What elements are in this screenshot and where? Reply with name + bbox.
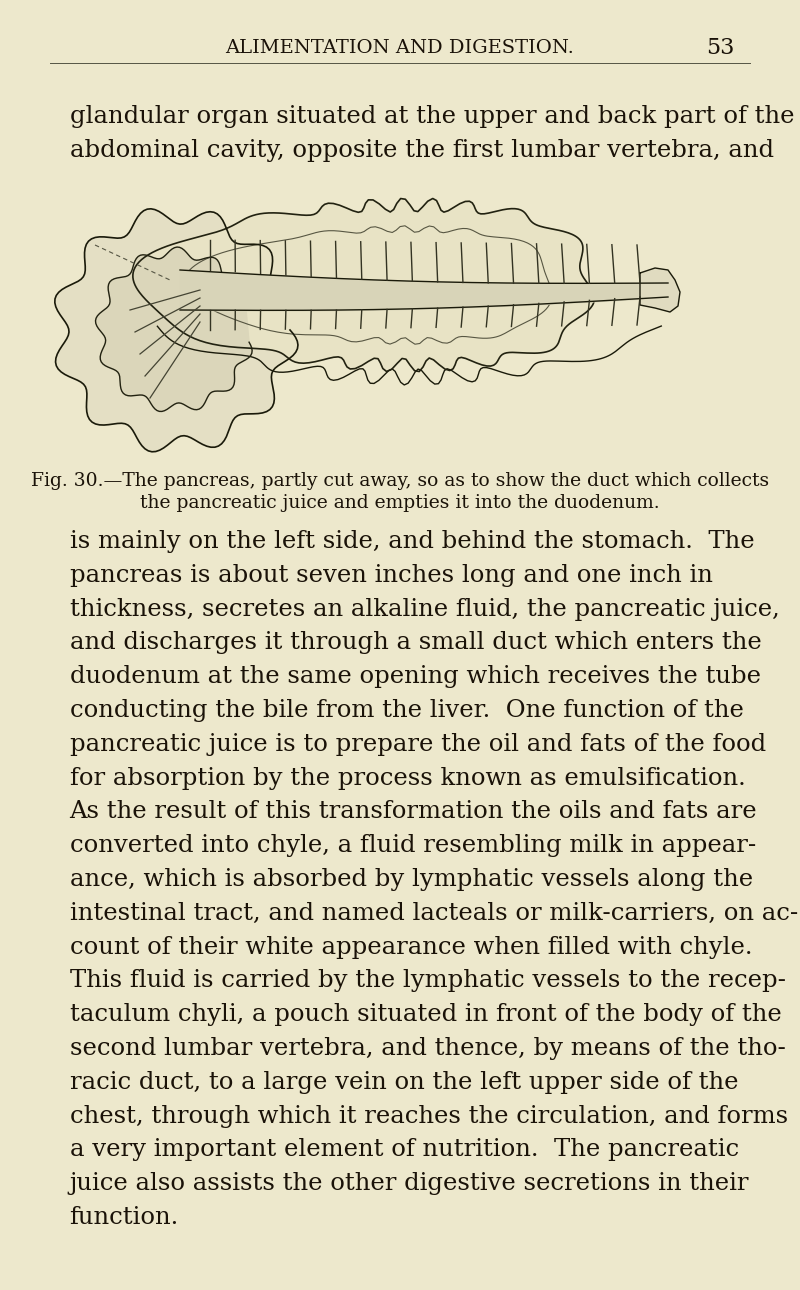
Polygon shape: [133, 199, 594, 372]
Text: racic duct, to a large vein on the left upper side of the: racic duct, to a large vein on the left …: [70, 1071, 738, 1094]
Text: ALIMENTATION AND DIGESTION.: ALIMENTATION AND DIGESTION.: [226, 39, 574, 57]
Text: second lumbar vertebra, and thence, by means of the tho-: second lumbar vertebra, and thence, by m…: [70, 1037, 786, 1060]
Text: Fig. 30.—The pancreas, partly cut away, so as to show the duct which collects: Fig. 30.—The pancreas, partly cut away, …: [31, 472, 769, 490]
Text: ance, which is absorbed by lymphatic vessels along the: ance, which is absorbed by lymphatic ves…: [70, 868, 753, 891]
Text: pancreatic juice is to prepare the oil and fats of the food: pancreatic juice is to prepare the oil a…: [70, 733, 766, 756]
Text: intestinal tract, and named lacteals or milk-carriers, on ac-: intestinal tract, and named lacteals or …: [70, 902, 798, 925]
Text: a very important element of nutrition.  The pancreatic: a very important element of nutrition. T…: [70, 1138, 738, 1161]
Text: duodenum at the same opening which receives the tube: duodenum at the same opening which recei…: [70, 666, 761, 688]
Text: and discharges it through a small duct which enters the: and discharges it through a small duct w…: [70, 631, 762, 654]
Polygon shape: [640, 268, 680, 312]
Text: As the result of this transformation the oils and fats are: As the result of this transformation the…: [70, 800, 758, 823]
Text: 53: 53: [706, 37, 734, 59]
Text: for absorption by the process known as emulsification.: for absorption by the process known as e…: [70, 766, 746, 789]
Text: pancreas is about seven inches long and one inch in: pancreas is about seven inches long and …: [70, 564, 713, 587]
Text: function.: function.: [70, 1206, 179, 1229]
Text: count of their white appearance when filled with chyle.: count of their white appearance when fil…: [70, 935, 752, 958]
Text: This fluid is carried by the lymphatic vessels to the recep-: This fluid is carried by the lymphatic v…: [70, 969, 786, 992]
Text: thickness, secretes an alkaline fluid, the pancreatic juice,: thickness, secretes an alkaline fluid, t…: [70, 597, 779, 620]
Text: abdominal cavity, opposite the first lumbar vertebra, and: abdominal cavity, opposite the first lum…: [70, 139, 774, 163]
Text: conducting the bile from the liver.  One function of the: conducting the bile from the liver. One …: [70, 699, 743, 722]
Text: juice also assists the other digestive secretions in their: juice also assists the other digestive s…: [70, 1173, 749, 1196]
Text: the pancreatic juice and empties it into the duodenum.: the pancreatic juice and empties it into…: [140, 494, 660, 512]
Polygon shape: [95, 248, 252, 412]
Text: glandular organ situated at the upper and back part of the: glandular organ situated at the upper an…: [70, 104, 794, 128]
Text: chest, through which it reaches the circulation, and forms: chest, through which it reaches the circ…: [70, 1104, 788, 1127]
Text: is mainly on the left side, and behind the stomach.  The: is mainly on the left side, and behind t…: [70, 530, 754, 553]
Text: converted into chyle, a fluid resembling milk in appear-: converted into chyle, a fluid resembling…: [70, 835, 756, 857]
Text: taculum chyli, a pouch situated in front of the body of the: taculum chyli, a pouch situated in front…: [70, 1004, 782, 1027]
Polygon shape: [55, 209, 301, 452]
